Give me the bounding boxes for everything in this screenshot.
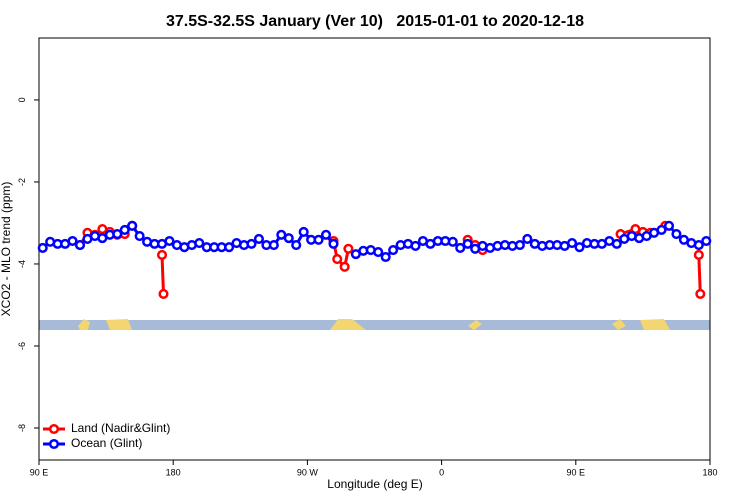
- point: [253, 233, 264, 245]
- point: [74, 240, 86, 251]
- point: [671, 228, 682, 240]
- point: [373, 247, 384, 258]
- point: [37, 242, 48, 254]
- point: [462, 238, 473, 249]
- point: [343, 243, 354, 254]
- point: [127, 220, 138, 231]
- point: [332, 253, 343, 265]
- point: [447, 236, 458, 247]
- point: [701, 235, 712, 247]
- point: [320, 229, 332, 240]
- map-strip: [39, 319, 710, 330]
- legend: Land (Nadir&Glint)Ocean (Glint): [43, 421, 170, 450]
- point: [134, 231, 145, 242]
- x-tick-label: 90 E: [567, 467, 586, 477]
- y-axis-label: XCO2 - MLO trend (ppm): [0, 182, 13, 317]
- point: [574, 242, 585, 253]
- y-tick-label: 0: [17, 97, 27, 102]
- legend-marker: [48, 438, 60, 450]
- point: [158, 288, 169, 299]
- point: [388, 244, 399, 256]
- point: [283, 233, 294, 244]
- point: [693, 249, 704, 260]
- point: [67, 235, 78, 247]
- point: [156, 249, 168, 260]
- x-tick-label: 90 W: [297, 467, 319, 477]
- point: [380, 251, 391, 263]
- y-tick-label: -2: [17, 178, 27, 186]
- point: [455, 242, 466, 254]
- point: [410, 240, 421, 251]
- point: [339, 261, 350, 272]
- x-tick-label: 180: [702, 467, 717, 477]
- point: [298, 226, 309, 238]
- point: [194, 238, 205, 249]
- point: [514, 240, 525, 251]
- legend-label: Land (Nadir&Glint): [71, 421, 170, 435]
- point: [567, 238, 578, 249]
- legend-label: Ocean (Glint): [71, 436, 142, 450]
- x-tick-label: 180: [166, 467, 181, 477]
- series-line: [78, 224, 702, 294]
- legend-marker: [48, 423, 60, 435]
- x-tick-label: 90 E: [30, 467, 49, 477]
- x-tick-label: 0: [439, 467, 444, 477]
- point: [522, 233, 533, 245]
- y-tick-label: -6: [17, 342, 27, 350]
- point: [313, 234, 324, 245]
- point: [268, 240, 279, 251]
- point: [291, 240, 302, 251]
- y-tick-label: -8: [17, 424, 27, 432]
- point: [112, 228, 123, 240]
- point: [164, 235, 175, 247]
- chart-title: 37.5S-32.5S January (Ver 10) 2015-01-01 …: [166, 13, 584, 30]
- point: [695, 288, 706, 299]
- point: [246, 238, 257, 249]
- point: [328, 238, 339, 249]
- point: [224, 242, 235, 253]
- point: [656, 224, 667, 235]
- x-axis-label: Longitude (deg E): [327, 477, 422, 491]
- point: [663, 220, 675, 231]
- point: [611, 238, 622, 249]
- y-tick-label: -4: [17, 260, 27, 268]
- point: [119, 224, 130, 235]
- point: [693, 240, 704, 251]
